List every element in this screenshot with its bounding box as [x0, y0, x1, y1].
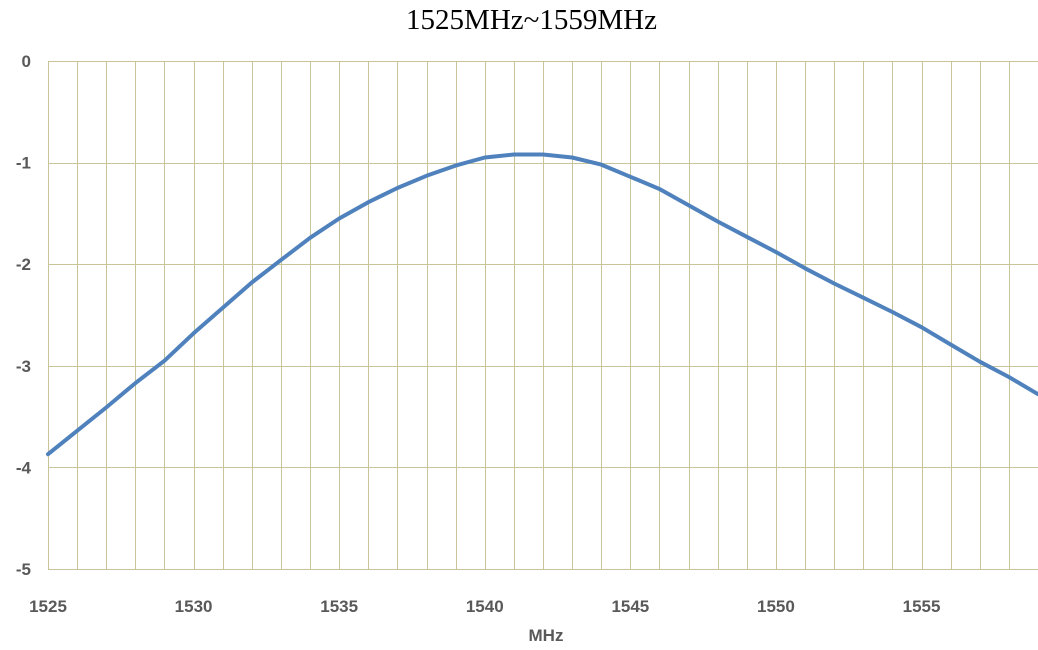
x-tick-label: 1555 — [903, 597, 941, 616]
x-tick-label: 1540 — [466, 597, 504, 616]
x-axis-tick-labels: 1525 1530 1535 1540 1545 1550 1555 — [29, 597, 940, 616]
x-tick-label: 1530 — [175, 597, 213, 616]
x-tick-label: 1525 — [29, 597, 67, 616]
y-tick-label: -5 — [16, 560, 31, 579]
grid-lines — [48, 61, 1038, 570]
x-tick-label: 1550 — [757, 597, 795, 616]
chart-title: 1525MHz~1559MHz — [406, 4, 657, 36]
y-tick-label: -2 — [16, 255, 31, 274]
series-line — [46, 152, 1038, 457]
y-tick-label: -1 — [16, 154, 31, 173]
y-tick-label: -4 — [16, 458, 32, 477]
y-tick-label: 0 — [22, 52, 31, 71]
x-tick-label: 1545 — [611, 597, 649, 616]
y-axis-tick-labels: 0 -1 -2 -3 -4 -5 — [16, 52, 32, 579]
series-lines — [46, 152, 1038, 457]
x-axis-title: MHz — [529, 626, 564, 645]
y-tick-label: -3 — [16, 357, 31, 376]
x-tick-label: 1535 — [320, 597, 358, 616]
